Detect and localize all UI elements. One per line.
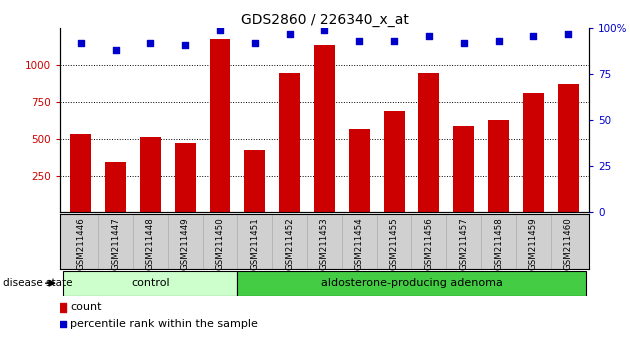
Point xyxy=(249,40,260,46)
Text: GSM211447: GSM211447 xyxy=(111,217,120,270)
Bar xyxy=(105,162,126,212)
Point xyxy=(529,33,539,39)
Bar xyxy=(175,143,196,212)
Point xyxy=(180,42,190,48)
Point xyxy=(146,40,156,46)
Text: GSM211455: GSM211455 xyxy=(389,217,399,270)
Text: GSM211459: GSM211459 xyxy=(529,217,538,269)
Point xyxy=(424,33,434,39)
Point xyxy=(58,321,68,327)
Point xyxy=(354,38,364,44)
Text: GSM211453: GSM211453 xyxy=(320,217,329,270)
Point xyxy=(215,27,225,33)
Bar xyxy=(418,73,439,212)
Point xyxy=(319,27,329,33)
Text: GSM211448: GSM211448 xyxy=(146,217,155,270)
Bar xyxy=(384,111,404,212)
Bar xyxy=(314,45,335,212)
Bar xyxy=(523,93,544,212)
Text: aldosterone-producing adenoma: aldosterone-producing adenoma xyxy=(321,278,503,288)
Point xyxy=(389,38,399,44)
Text: GSM211451: GSM211451 xyxy=(250,217,260,270)
Bar xyxy=(558,84,578,212)
Text: GSM211450: GSM211450 xyxy=(215,217,224,270)
Bar xyxy=(140,137,161,212)
Text: percentile rank within the sample: percentile rank within the sample xyxy=(71,319,258,329)
Point xyxy=(459,40,469,46)
Point xyxy=(110,47,120,53)
Title: GDS2860 / 226340_x_at: GDS2860 / 226340_x_at xyxy=(241,13,408,27)
Text: GSM211457: GSM211457 xyxy=(459,217,468,270)
Text: GSM211452: GSM211452 xyxy=(285,217,294,270)
Text: GSM211456: GSM211456 xyxy=(425,217,433,270)
Bar xyxy=(244,150,265,212)
Bar xyxy=(238,271,585,296)
Bar xyxy=(210,39,231,212)
Bar xyxy=(60,303,67,312)
Text: disease state: disease state xyxy=(3,278,72,288)
Bar xyxy=(488,120,509,212)
Text: control: control xyxy=(131,278,169,288)
Bar xyxy=(349,129,370,212)
Point xyxy=(563,31,573,37)
Point xyxy=(493,38,503,44)
Text: count: count xyxy=(71,302,102,312)
Point xyxy=(285,31,295,37)
Text: GSM211454: GSM211454 xyxy=(355,217,364,270)
Bar xyxy=(453,126,474,212)
Bar xyxy=(64,271,238,296)
Text: GSM211449: GSM211449 xyxy=(181,217,190,269)
Point xyxy=(76,40,86,46)
Text: GSM211446: GSM211446 xyxy=(76,217,85,270)
Bar xyxy=(279,73,300,212)
Text: GSM211460: GSM211460 xyxy=(564,217,573,270)
Bar xyxy=(71,135,91,212)
Text: GSM211458: GSM211458 xyxy=(494,217,503,270)
